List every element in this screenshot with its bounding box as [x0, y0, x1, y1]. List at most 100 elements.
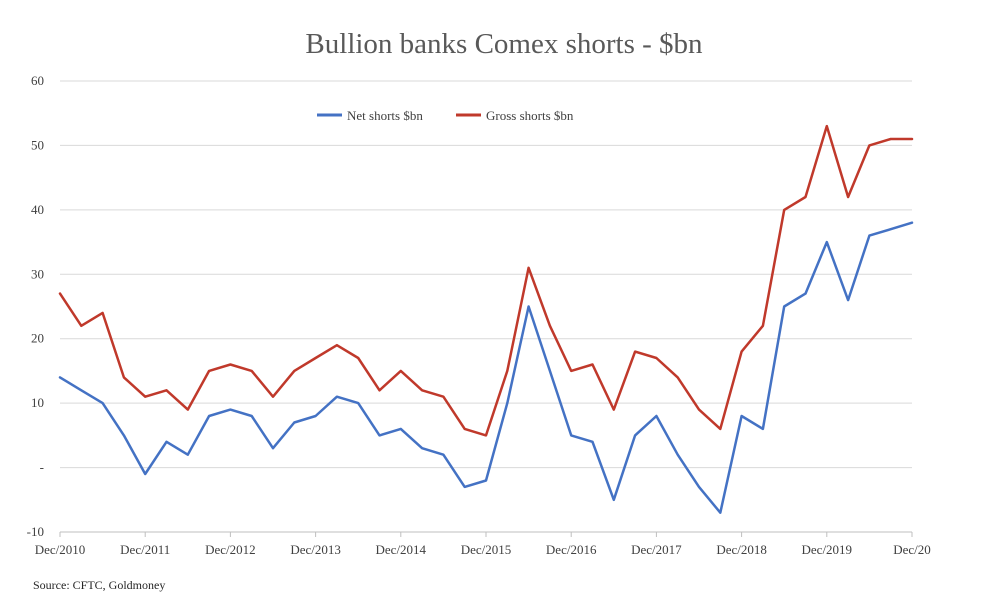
- x-tick-label: Dec/2011: [120, 542, 170, 557]
- data-point: [421, 389, 423, 392]
- data-point: [549, 324, 551, 327]
- data-point: [442, 453, 445, 456]
- data-point: [676, 453, 679, 456]
- x-tick-label: Dec/2015: [461, 542, 512, 557]
- data-point: [314, 415, 317, 417]
- data-point: [250, 370, 253, 372]
- data-point: [463, 486, 466, 488]
- data-point: [378, 389, 381, 392]
- data-point: [549, 370, 551, 372]
- x-tick-label: Dec/2012: [205, 542, 256, 557]
- y-tick-label: 50: [31, 137, 44, 152]
- x-tick-label: Dec/20: [893, 542, 931, 557]
- data-point: [889, 228, 892, 231]
- data-point: [506, 402, 509, 405]
- data-point: [740, 415, 743, 417]
- data-point: [868, 144, 871, 147]
- data-point: [229, 363, 232, 366]
- x-tick-label: Dec/2019: [802, 542, 853, 557]
- data-point: [825, 125, 828, 127]
- data-point: [357, 402, 360, 405]
- data-point: [889, 138, 892, 140]
- data-point: [485, 434, 487, 437]
- data-point: [825, 241, 828, 243]
- y-tick-label: -10: [27, 524, 44, 539]
- data-point: [463, 428, 466, 430]
- data-point: [399, 370, 402, 372]
- data-point: [676, 376, 679, 379]
- y-tick-label: 20: [31, 331, 44, 346]
- chart-title: Bullion banks Comex shorts - $bn: [305, 28, 703, 60]
- data-point: [123, 376, 125, 379]
- data-point: [59, 292, 61, 295]
- y-tick-label: 10: [31, 395, 44, 410]
- data-point: [634, 350, 636, 353]
- data-point: [80, 324, 83, 327]
- data-point: [783, 305, 786, 308]
- data-point: [101, 312, 104, 314]
- data-point: [399, 428, 402, 430]
- data-point: [186, 408, 189, 411]
- source-note: Source: CFTC, Goldmoney: [33, 578, 166, 592]
- data-point: [272, 395, 274, 398]
- data-point: [612, 408, 615, 411]
- data-point: [59, 376, 61, 379]
- data-point: [208, 415, 211, 417]
- data-point: [847, 196, 849, 198]
- data-point: [229, 408, 232, 411]
- data-point: [570, 434, 573, 437]
- y-tick-label: -: [40, 460, 44, 475]
- data-point: [80, 389, 83, 392]
- data-point: [293, 370, 296, 372]
- data-point: [165, 389, 168, 392]
- data-point: [421, 447, 423, 450]
- x-tick-label: Dec/2013: [290, 542, 341, 557]
- data-point: [144, 473, 147, 475]
- data-point: [655, 415, 658, 417]
- data-point: [293, 421, 296, 424]
- x-tick-label: Dec/2014: [376, 542, 427, 557]
- data-point: [272, 447, 274, 450]
- data-point: [740, 350, 743, 353]
- series-line-net-shorts: [58, 221, 914, 514]
- data-point: [314, 357, 317, 359]
- data-point: [186, 453, 189, 456]
- data-point: [719, 511, 722, 514]
- x-tick-label: Dec/2016: [546, 542, 597, 557]
- data-point: [698, 486, 700, 488]
- x-tick-label: Dec/2010: [35, 542, 86, 557]
- data-point: [336, 344, 338, 347]
- data-point: [101, 402, 104, 405]
- data-point: [144, 395, 147, 398]
- data-point: [719, 428, 722, 430]
- data-point: [783, 208, 786, 211]
- data-point: [868, 234, 871, 237]
- legend-label: Net shorts $bn: [347, 108, 423, 123]
- data-point: [357, 357, 360, 359]
- data-point: [762, 324, 764, 327]
- x-tick-label: Dec/2018: [716, 542, 767, 557]
- data-point: [165, 440, 168, 443]
- gridlines: [60, 80, 912, 469]
- data-point: [570, 370, 573, 372]
- data-point: [123, 434, 125, 437]
- data-point: [591, 440, 594, 443]
- data-point: [250, 415, 253, 417]
- data-point: [208, 370, 211, 372]
- data-point: [506, 370, 509, 372]
- data-point: [591, 363, 594, 366]
- data-point: [527, 266, 530, 269]
- y-tick-label: 40: [31, 202, 44, 217]
- data-point: [612, 498, 615, 501]
- series-lines: [58, 124, 914, 514]
- data-point: [698, 408, 700, 411]
- data-point: [847, 299, 849, 301]
- series-line-gross-shorts: [58, 124, 914, 437]
- data-point: [804, 292, 807, 295]
- data-point: [655, 357, 658, 359]
- data-point: [634, 434, 636, 437]
- data-point: [804, 196, 807, 198]
- data-point: [762, 428, 764, 430]
- data-point: [442, 395, 445, 398]
